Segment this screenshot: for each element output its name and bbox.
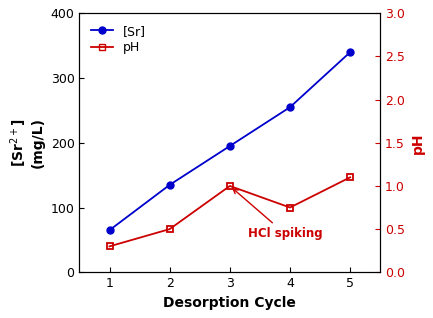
Text: HCl spiking: HCl spiking — [233, 189, 323, 240]
Y-axis label: pH: pH — [410, 132, 425, 154]
Y-axis label: [Sr$^{2+}$]
(mg/L): [Sr$^{2+}$] (mg/L) — [8, 117, 45, 168]
Legend: [Sr], pH: [Sr], pH — [86, 20, 151, 59]
X-axis label: Desorption Cycle: Desorption Cycle — [163, 296, 296, 310]
